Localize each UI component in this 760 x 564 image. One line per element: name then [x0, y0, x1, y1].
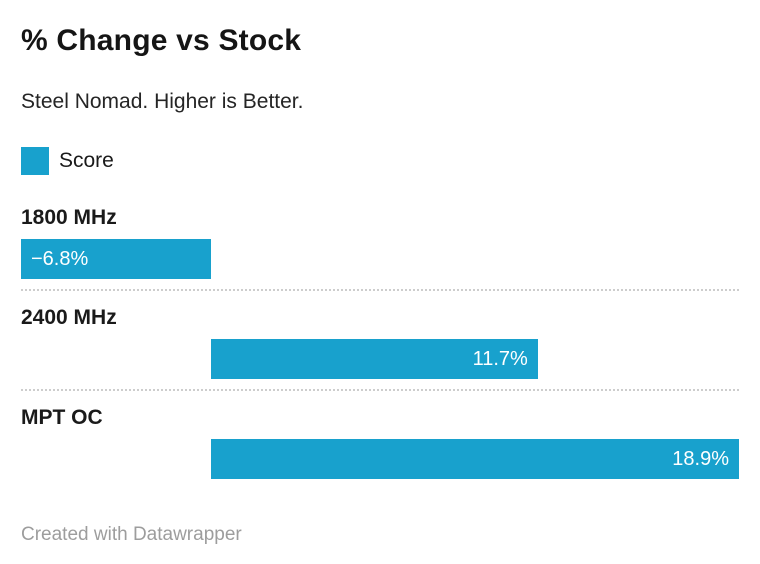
bar-row-mpt-oc: MPT OC 18.9% [21, 405, 739, 479]
chart-subtitle: Steel Nomad. Higher is Better. [21, 90, 304, 113]
bar-mpt-oc: 18.9% [210, 439, 739, 479]
row-separator [21, 289, 739, 291]
bar-value-label: −6.8% [31, 247, 89, 270]
category-label: 2400 MHz [21, 306, 117, 329]
chart-title: % Change vs Stock [21, 24, 302, 57]
bar-1800mhz: −6.8% [21, 239, 211, 279]
legend-swatch-score [21, 147, 49, 175]
bar-row-1800mhz: 1800 MHz −6.8% [21, 205, 739, 279]
row-separator [21, 389, 739, 391]
legend-label: Score [59, 149, 114, 172]
attribution-text[interactable]: Created with Datawrapper [21, 524, 242, 545]
bar-track: −6.8% [21, 239, 739, 279]
bar-track: 11.7% [21, 339, 739, 379]
bar-value-label: 18.9% [672, 447, 729, 470]
legend: Score [21, 147, 739, 175]
bar-value-label: 11.7% [472, 347, 528, 370]
attribution[interactable]: Created with Datawrapper [21, 523, 739, 547]
category-label: 1800 MHz [21, 206, 117, 229]
bar-row-2400mhz: 2400 MHz 11.7% [21, 305, 739, 379]
bar-2400mhz: 11.7% [210, 339, 538, 379]
category-label: MPT OC [21, 406, 103, 429]
bar-chart: 1800 MHz −6.8% 2400 MHz 11.7% MPT OC 18.… [21, 205, 739, 479]
bar-track: 18.9% [21, 439, 739, 479]
